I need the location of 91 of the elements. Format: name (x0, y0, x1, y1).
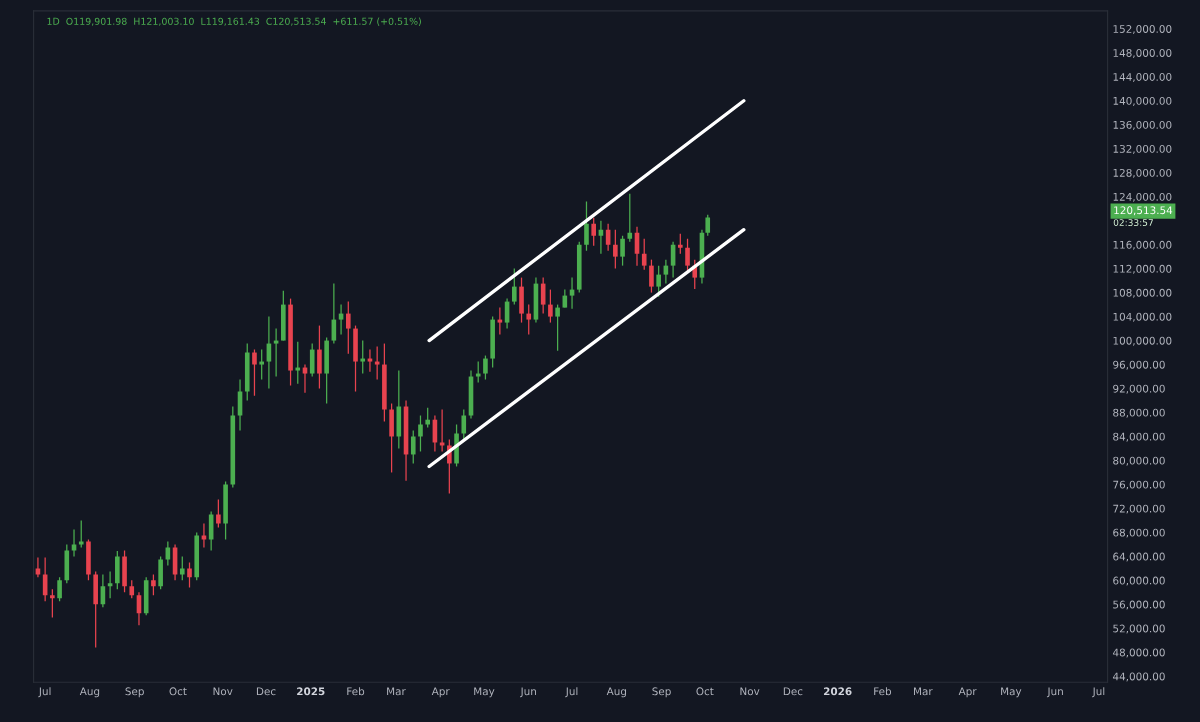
text: 02:33:57 (1113, 219, 1153, 226)
y-tick-label: 140,000.00 (1113, 96, 1172, 106)
x-tick-label: Mar (914, 687, 933, 696)
y-tick-label: 72,000.00 (1113, 504, 1165, 514)
y-tick-label: 56,000.00 (1113, 600, 1165, 610)
y-tick-label: 68,000.00 (1113, 528, 1165, 538)
y-tick-label: 96,000.00 (1113, 360, 1165, 370)
y-tick-label: 132,000.00 (1113, 144, 1172, 154)
x-tick-label: Nov (740, 687, 760, 696)
x-tick-label: Sep (652, 687, 671, 698)
candlestick (641, 238, 647, 271)
y-tick-label: 144,000.00 (1113, 73, 1172, 82)
candlestick (656, 265, 661, 298)
candlestick (57, 576, 62, 602)
y-tick-label: 80,000.00 (1113, 456, 1165, 466)
candlestick (613, 229, 618, 270)
candlestick (50, 588, 55, 619)
candlestick (685, 238, 690, 273)
candlestick (410, 429, 416, 465)
text: 120,513.54 (1114, 206, 1173, 216)
y-tick-label: 52,000.00 (1113, 624, 1165, 634)
y-tick-label: 148,000.00 (1113, 49, 1172, 58)
candlestick (483, 354, 488, 381)
candlestick (309, 342, 315, 378)
candlestick (187, 561, 192, 589)
x-tick-label: Apr (431, 687, 450, 698)
x-tick-label: Jul (38, 687, 51, 698)
candlestick (705, 214, 711, 237)
candlestick (259, 348, 264, 381)
candlestick (548, 288, 553, 324)
x-tick-label: May (474, 687, 495, 698)
candlestick (425, 407, 430, 429)
candlestick (591, 217, 597, 247)
x-tick-label: Mar (387, 687, 406, 696)
y-tick-label: 116,000.00 (1113, 240, 1172, 250)
x-tick-label: 2026 (823, 687, 852, 696)
candlestick (252, 348, 257, 397)
y-tick-label: 88,000.00 (1113, 408, 1165, 418)
x-tick-label: Sep (125, 687, 144, 698)
candlestick (201, 522, 207, 549)
y-tick-label: 100,000.00 (1113, 336, 1172, 346)
candlestick (295, 341, 301, 385)
y-tick-label: 152,000.00 (1113, 25, 1172, 34)
x-tick-label: Feb (347, 687, 365, 696)
x-tick-label: Jul (565, 687, 578, 698)
y-tick-label: 44,000.00 (1112, 672, 1165, 682)
y-tick-label: 112,000.00 (1113, 264, 1172, 274)
candlestick (317, 324, 322, 390)
candlestick (526, 303, 532, 336)
candlestick (649, 259, 654, 294)
candlestick (627, 193, 633, 243)
y-tick-label: 76,000.00 (1113, 480, 1165, 490)
x-tick-label: May (1001, 687, 1022, 698)
candlestick (584, 200, 589, 252)
y-tick-label: 64,000.00 (1113, 552, 1165, 562)
x-tick-label: Oct (696, 687, 714, 696)
y-tick-label: 124,000.00 (1113, 192, 1172, 202)
x-tick-label: Aug (606, 687, 627, 698)
y-tick-label: 92,000.00 (1113, 384, 1165, 394)
candlestick (345, 300, 351, 355)
x-tick-label: Dec (256, 687, 276, 696)
x-tick-label: 2025 (297, 687, 325, 696)
y-tick-label: 136,000.00 (1113, 120, 1172, 130)
x-tick-label: Jun (1046, 687, 1063, 698)
candlestick (678, 233, 683, 255)
candlestick (555, 303, 560, 352)
candlestick (475, 360, 481, 384)
candlestick (360, 339, 366, 375)
x-tick-label: Feb (874, 687, 892, 696)
x-tick-label: Oct (169, 687, 187, 696)
x-tick-label: Jun (520, 687, 536, 698)
y-tick-label: 48,000.00 (1112, 648, 1165, 658)
candlestick (216, 498, 221, 529)
candlestick (461, 408, 467, 441)
y-tick-label: 84,000.00 (1113, 432, 1165, 442)
y-tick-label: 104,000.00 (1113, 312, 1172, 322)
candlestick (418, 414, 423, 453)
x-tick-label: Jul (1092, 687, 1105, 698)
y-tick-label: 128,000.00 (1113, 168, 1172, 178)
y-tick-label: 108,000.00 (1113, 288, 1172, 298)
candlestick (151, 573, 156, 596)
annotation: 1D O119,901.98 H121,003.10 L119,161.43 C120,513.54 +611.57 (+0.51%) (47, 17, 421, 26)
x-tick-label: Aug (79, 687, 100, 698)
candlestick (179, 555, 185, 581)
x-tick-label: Apr (958, 687, 977, 698)
x-tick-label: Dec (783, 687, 803, 696)
x-tick-label: Nov (213, 687, 233, 696)
candlestick (78, 519, 84, 549)
y-tick-label: 60,000.00 (1113, 576, 1165, 586)
candlestick (511, 267, 517, 306)
candlestick (620, 235, 625, 267)
